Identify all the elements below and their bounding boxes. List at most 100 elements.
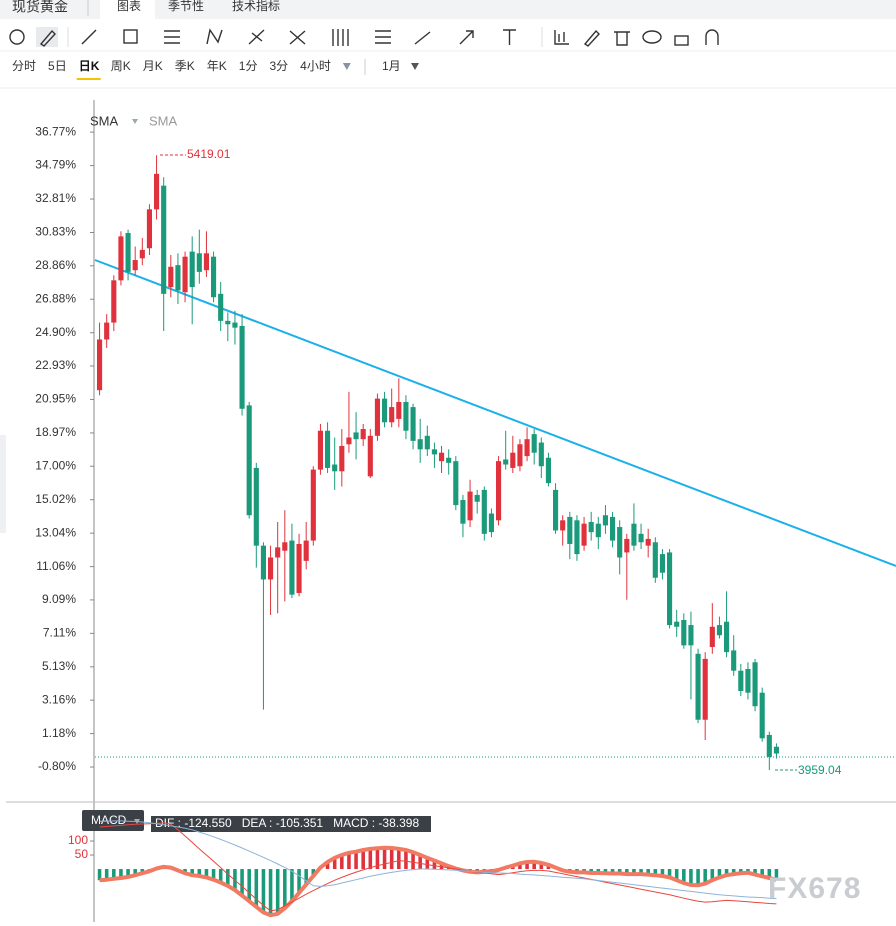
candle-body	[495, 461, 502, 521]
timeframe[interactable]: 月K	[143, 59, 163, 73]
tab[interactable]: 图表	[117, 0, 141, 13]
histogram-bar	[418, 855, 422, 870]
tool-icon[interactable]	[459, 30, 474, 45]
histogram-bar	[368, 848, 373, 870]
histogram-bar	[689, 869, 693, 885]
histogram-bar	[97, 869, 102, 881]
candle-body	[716, 625, 723, 636]
tool-icon[interactable]	[332, 29, 349, 46]
candle-body	[517, 444, 523, 467]
histogram-bar	[411, 852, 415, 870]
candle-body	[253, 467, 259, 546]
indicator-label[interactable]: MACD	[91, 813, 127, 827]
histogram-bar	[247, 869, 251, 902]
tool-icon[interactable]	[81, 29, 97, 45]
tool-icon[interactable]	[705, 29, 719, 45]
candle-body	[282, 542, 288, 551]
active-tab[interactable]	[100, 0, 155, 19]
histogram-bar	[432, 860, 437, 870]
histogram-bar	[190, 869, 194, 876]
timeframe[interactable]: 分时	[12, 59, 36, 73]
candle-body	[367, 435, 373, 477]
candle-body	[161, 185, 167, 294]
candle-body	[260, 545, 267, 580]
tab[interactable]: 季节性	[168, 0, 204, 13]
histogram-bar	[354, 851, 358, 870]
tool-icon[interactable]	[554, 30, 569, 45]
histogram-bar	[261, 869, 266, 913]
macd-readout: DIF : -124.550 DEA : -105.351 MACD : -38…	[155, 816, 419, 830]
histogram-bar	[112, 869, 116, 879]
candle-body	[104, 322, 110, 340]
histogram-bar	[539, 862, 544, 870]
histogram-bar	[211, 869, 216, 880]
candle-body	[481, 489, 487, 534]
candle-body	[218, 293, 224, 321]
timeframe[interactable]: 季K	[175, 59, 195, 73]
tool-icon[interactable]	[123, 29, 138, 44]
candle-body	[118, 236, 124, 281]
indicator-label[interactable]: SMA	[149, 113, 178, 128]
y-tick-label: 26.88%	[35, 291, 76, 305]
candle-body	[474, 494, 480, 502]
tool-icon[interactable]	[206, 28, 223, 45]
tool-icon[interactable]	[9, 29, 25, 45]
timeframe[interactable]: 年K	[207, 59, 227, 73]
candle-body	[666, 552, 673, 626]
candle-body	[617, 527, 623, 558]
watermark: FX678	[768, 872, 861, 905]
tool-icon[interactable]	[583, 29, 600, 47]
y-tick-label: 28.86%	[35, 258, 76, 272]
histogram-bar	[119, 869, 123, 878]
y-tick-label: 24.90%	[35, 325, 76, 339]
histogram-bar	[603, 869, 608, 874]
tool-icon[interactable]	[503, 29, 516, 45]
y-tick-label: 3.16%	[42, 692, 76, 706]
candle-body	[196, 253, 202, 272]
histogram-bar	[717, 869, 722, 878]
candle-body	[431, 449, 438, 455]
candle-body	[168, 266, 174, 288]
readout-box	[151, 816, 431, 832]
timeframe[interactable]: 周K	[111, 59, 131, 73]
histogram-bar	[639, 869, 643, 875]
timeframe[interactable]: 1分	[239, 59, 258, 73]
y-tick-label: 18.97%	[35, 425, 76, 439]
timeframe[interactable]: 3分	[269, 59, 288, 73]
y-tick-label: 32.81%	[35, 191, 76, 205]
tool-icon[interactable]	[39, 29, 56, 47]
y-tick-label: 50	[75, 847, 89, 861]
tool-icon[interactable]	[289, 30, 306, 45]
tool-icon[interactable]	[248, 29, 265, 45]
candle-body	[467, 491, 473, 521]
dropdown-arrow	[411, 63, 419, 70]
candle-body	[631, 523, 637, 546]
tool-icon[interactable]	[375, 30, 391, 44]
histogram-bar	[389, 848, 394, 870]
candle-body	[453, 461, 459, 506]
tab[interactable]: 技术指标	[232, 0, 280, 13]
candle-body	[310, 469, 316, 541]
candle-body	[353, 432, 359, 440]
indicator-label[interactable]: SMA	[90, 113, 119, 128]
histogram-bar	[254, 869, 259, 907]
tool-icon[interactable]	[642, 30, 662, 44]
y-tick-label: 11.06%	[36, 559, 76, 573]
period-select[interactable]: 1月	[382, 59, 401, 73]
histogram-bar	[710, 869, 715, 881]
candle-body	[360, 429, 366, 440]
histogram-bar	[325, 862, 330, 870]
candle-body	[602, 515, 609, 526]
candle-body	[652, 542, 658, 578]
candle-body	[303, 540, 309, 561]
candle-body	[289, 540, 295, 595]
histogram-bar	[361, 850, 365, 870]
tool-icon[interactable]	[414, 31, 431, 45]
tool-icon[interactable]	[614, 31, 630, 46]
timeframe[interactable]: 5日	[48, 59, 67, 73]
tool-icon[interactable]	[164, 30, 180, 44]
timeframe[interactable]: 日K	[79, 59, 100, 73]
tool-icon[interactable]	[674, 35, 689, 46]
side-handle[interactable]	[0, 435, 6, 533]
timeframe[interactable]: 4小时	[300, 59, 331, 73]
